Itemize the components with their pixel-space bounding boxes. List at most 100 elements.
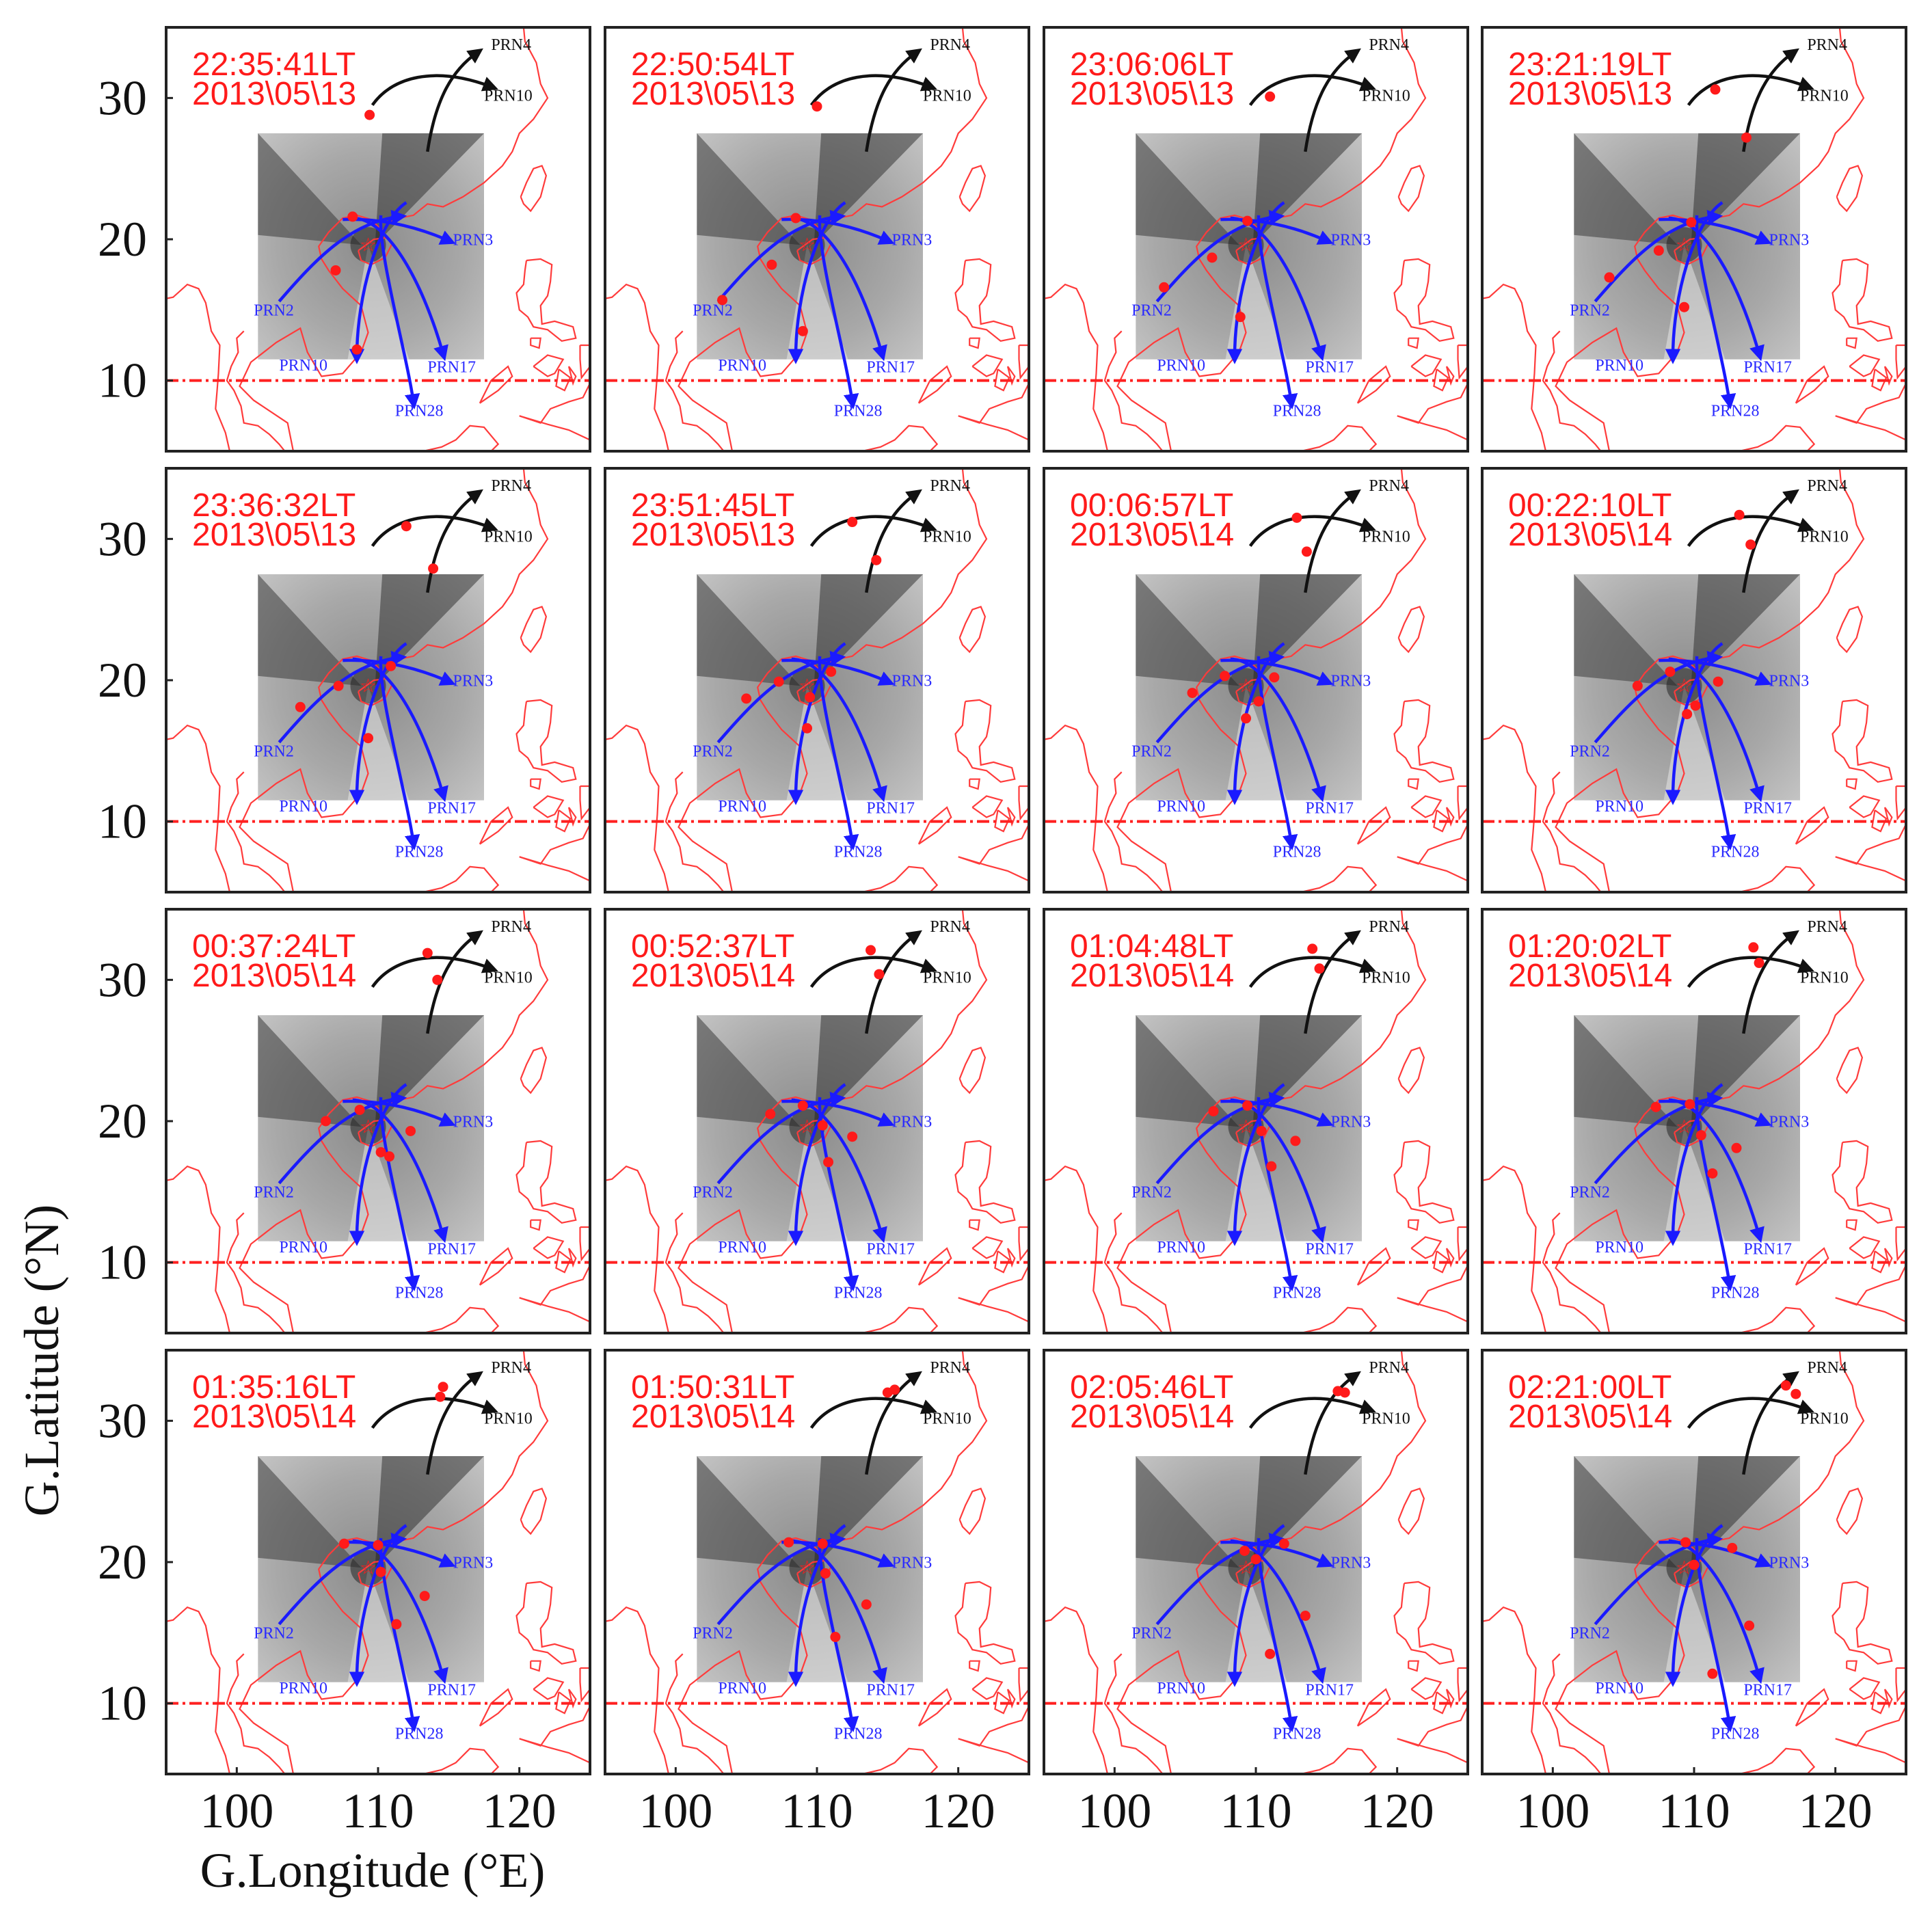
ipp-marker (1682, 709, 1693, 720)
coastline (520, 1047, 548, 1094)
ipp-marker (1265, 1648, 1276, 1659)
coastline (1482, 1165, 1547, 1333)
ipp-marker (435, 1391, 446, 1402)
prn-label: PRN3 (1769, 672, 1810, 690)
trajectory-prn10 (1687, 74, 1814, 106)
ipp-marker (401, 521, 412, 532)
coastline (1397, 165, 1425, 213)
coastline (1393, 1581, 1455, 1665)
panel-content: PRN4 PRN10 PRN2 PRN3 PRN10 PRN17 PRN28 ☆ (166, 468, 590, 892)
tec-dark-lobe (1574, 1015, 1678, 1127)
coastline (1482, 724, 1547, 892)
coastline (1895, 785, 1906, 821)
prn-label: PRN3 (453, 231, 494, 249)
coastline (1835, 824, 1906, 882)
trajectory-prn10 (1665, 1524, 1723, 1687)
ipp-marker (1665, 667, 1676, 677)
prn-label: PRN17 (866, 358, 915, 376)
y-tick-label: 30 (98, 70, 147, 125)
coastline (1044, 283, 1109, 451)
prn-label: PRN10 (279, 798, 327, 816)
trajectory-prn28 (818, 1537, 859, 1732)
panel-content: PRN4 PRN10 PRN2 PRN3 PRN10 PRN17 PRN28 ☆ (1482, 27, 1906, 451)
prn-label: PRN10 (484, 528, 533, 546)
coastline (954, 1581, 1016, 1665)
coastline (1408, 778, 1419, 790)
trajectory-prn10 (349, 1083, 407, 1246)
coastline (1445, 1248, 1455, 1268)
coastline (1103, 1212, 1164, 1333)
epicenter-star-icon: ☆ (360, 1115, 377, 1138)
coastline (1397, 606, 1425, 654)
coastline (166, 1606, 231, 1774)
prn-label: PRN28 (1273, 402, 1321, 420)
prn-label: PRN10 (1157, 1239, 1205, 1257)
map-panel: PRN4 PRN10 PRN2 PRN3 PRN10 PRN17 PRN28 ☆ 00:52:3… (604, 908, 1030, 1334)
tec-dark-lobe (1691, 1456, 1800, 1568)
coastline (1832, 258, 1893, 342)
prn-label: PRN17 (866, 1681, 915, 1699)
trajectory-prn10 (809, 515, 937, 547)
prn-label: PRN3 (892, 231, 933, 249)
prn-label: PRN10 (1595, 1680, 1643, 1697)
tec-dark-lobe (697, 574, 801, 686)
epicenter-star-icon: ☆ (1676, 674, 1693, 697)
prn-label: PRN17 (427, 1681, 476, 1699)
ipp-marker (1695, 1130, 1706, 1141)
ipp-marker (1679, 301, 1690, 312)
prn-label: PRN10 (718, 357, 766, 375)
panel-frame (1481, 26, 1907, 453)
tec-dark-lobe (1252, 574, 1362, 686)
ipp-marker (874, 969, 885, 980)
panel-time-label: 01:20:02LT (1508, 928, 1672, 965)
prn-label: PRN10 (923, 528, 971, 546)
coastline (1103, 330, 1164, 451)
coastline (1795, 365, 1829, 404)
ipp-marker (826, 667, 837, 677)
prn-label: PRN4 (491, 918, 531, 936)
epicenter-star-icon: ☆ (799, 233, 816, 256)
tec-dark-lobe (697, 133, 801, 245)
coastline (605, 1606, 670, 1774)
panel-frame (604, 908, 1030, 1334)
coastline (1393, 699, 1455, 783)
y-axis-label: G.Latitude (°N) (14, 1205, 69, 1517)
ipp-marker (351, 344, 362, 355)
prn-label: PRN3 (1331, 1554, 1371, 1572)
map-panel: PRN4 PRN10 PRN2 PRN3 PRN10 PRN17 PRN28 ☆ 23:21:1… (1481, 26, 1907, 453)
trajectory-prn4 (865, 1371, 922, 1475)
trajectory-prn4 (1304, 48, 1361, 152)
trajectory-prn17 (791, 657, 887, 803)
epicenter-star-icon: ☆ (1676, 1115, 1693, 1138)
tec-dark-lobe (814, 574, 923, 686)
prn-label: PRN10 (923, 1410, 971, 1427)
panel-time-label: 23:36:32LT (192, 487, 355, 524)
coastline (1393, 258, 1455, 342)
panel-date-label: 2013\05\14 (192, 1399, 356, 1435)
ipp-marker (802, 723, 813, 734)
tec-light-lobe (347, 1127, 410, 1241)
prn-label: PRN10 (1157, 1680, 1205, 1697)
prn-label: PRN2 (1131, 302, 1172, 320)
prn-label: PRN3 (1769, 231, 1810, 249)
ipp-marker (1339, 1387, 1350, 1398)
prn-label: PRN17 (1743, 358, 1792, 376)
coastline (1044, 1165, 1109, 1333)
x-tick-label: 100 (639, 1784, 712, 1838)
trajectory-prn17 (1230, 657, 1326, 803)
panel-date-label: 2013\05\13 (1070, 76, 1234, 112)
coastline (579, 344, 590, 380)
coastline (515, 1581, 577, 1665)
coastline (479, 1688, 513, 1727)
prn-label: PRN17 (1305, 1240, 1354, 1258)
coastline (971, 1677, 1004, 1700)
ipp-marker (1265, 91, 1276, 102)
prn-label: PRN28 (834, 843, 883, 861)
trajectory-prn10 (1248, 74, 1376, 106)
prn-label: PRN4 (1807, 477, 1847, 495)
coastline (971, 795, 1004, 818)
tec-light-lobe (1225, 1127, 1287, 1241)
panel-content: PRN4 PRN10 PRN2 PRN3 PRN10 PRN17 PRN28 ☆ (1482, 909, 1906, 1333)
trajectory-prn10 (1226, 642, 1285, 805)
coastline (479, 1247, 513, 1286)
